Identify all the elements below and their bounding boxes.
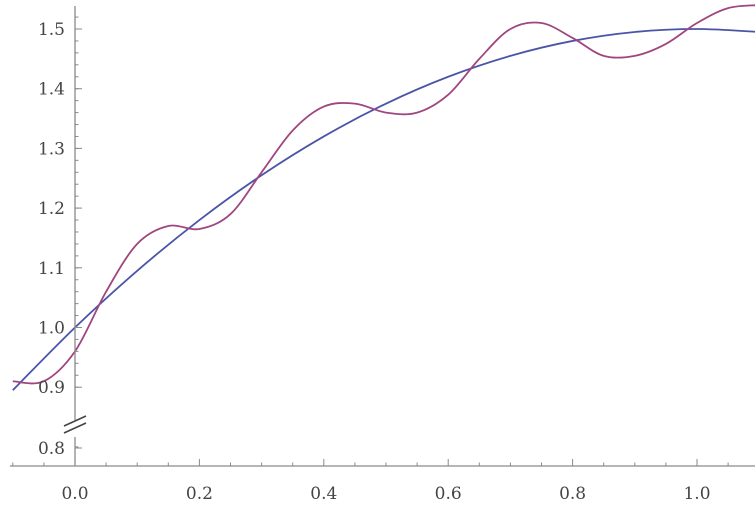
- x-tick-label: 0.2: [186, 484, 213, 504]
- plot-lines: [12, 4, 755, 391]
- break-slash: [63, 415, 87, 427]
- axes: 0.0 0.2 0.4 0.6 0.8 1.0 0.8 0.9 1.0 1.1 1.2 1.3 1.4 1…: [10, 6, 755, 504]
- y-tick-label: 1.2: [38, 199, 65, 219]
- break-slash: [63, 422, 87, 434]
- y-tick-label: 1.0: [38, 319, 65, 339]
- y-tick-label: 0.9: [38, 378, 65, 398]
- y-tick-label: 1.3: [38, 139, 65, 159]
- x-tick-label: 1.0: [683, 484, 710, 504]
- y-axis-break-marker: [63, 415, 87, 437]
- series-line-1: [12, 28, 755, 391]
- x-tick-label: 0.4: [310, 484, 337, 504]
- y-tick-label: 0.8: [38, 439, 65, 459]
- x-tick-label: 0.8: [559, 484, 586, 504]
- x-tick-label: 0.6: [435, 484, 462, 504]
- x-tick-label: 0.0: [61, 484, 88, 504]
- series-line-2: [12, 4, 755, 385]
- y-tick-label: 1.1: [38, 259, 65, 279]
- y-tick-label: 1.4: [38, 80, 65, 100]
- y-tick-label: 1.5: [38, 20, 65, 40]
